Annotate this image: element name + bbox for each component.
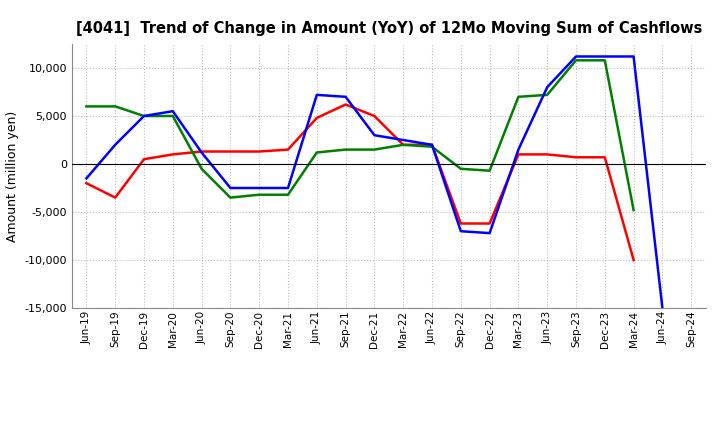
Operating Cashflow: [572, 154, 580, 160]
Investing Cashflow: [226, 195, 235, 200]
Investing Cashflow: [341, 147, 350, 152]
Operating Cashflow: [456, 221, 465, 226]
Free Cashflow: [111, 142, 120, 147]
Operating Cashflow: [168, 152, 177, 157]
Free Cashflow: [629, 54, 638, 59]
Investing Cashflow: [485, 168, 494, 173]
Line: Free Cashflow: Free Cashflow: [86, 56, 662, 308]
Free Cashflow: [456, 228, 465, 234]
Free Cashflow: [658, 305, 667, 311]
Investing Cashflow: [140, 114, 148, 119]
Free Cashflow: [341, 94, 350, 99]
Free Cashflow: [370, 132, 379, 138]
Investing Cashflow: [370, 147, 379, 152]
Free Cashflow: [255, 185, 264, 191]
Operating Cashflow: [82, 180, 91, 186]
Operating Cashflow: [428, 142, 436, 147]
Operating Cashflow: [197, 149, 206, 154]
Free Cashflow: [514, 147, 523, 152]
Free Cashflow: [82, 176, 91, 181]
Operating Cashflow: [140, 157, 148, 162]
Investing Cashflow: [82, 104, 91, 109]
Free Cashflow: [543, 84, 552, 90]
Investing Cashflow: [629, 207, 638, 213]
Line: Investing Cashflow: Investing Cashflow: [86, 60, 634, 210]
Free Cashflow: [168, 109, 177, 114]
Operating Cashflow: [312, 115, 321, 121]
Investing Cashflow: [284, 192, 292, 198]
Operating Cashflow: [226, 149, 235, 154]
Operating Cashflow: [341, 102, 350, 107]
Operating Cashflow: [629, 257, 638, 263]
Free Cashflow: [312, 92, 321, 98]
Investing Cashflow: [543, 92, 552, 98]
Title: [4041]  Trend of Change in Amount (YoY) of 12Mo Moving Sum of Cashflows: [4041] Trend of Change in Amount (YoY) o…: [76, 21, 702, 36]
Free Cashflow: [572, 54, 580, 59]
Operating Cashflow: [543, 152, 552, 157]
Investing Cashflow: [168, 114, 177, 119]
Free Cashflow: [226, 185, 235, 191]
Investing Cashflow: [572, 58, 580, 63]
Operating Cashflow: [111, 195, 120, 200]
Free Cashflow: [284, 185, 292, 191]
Operating Cashflow: [600, 154, 609, 160]
Investing Cashflow: [312, 150, 321, 155]
Free Cashflow: [399, 137, 408, 143]
Y-axis label: Amount (million yen): Amount (million yen): [6, 110, 19, 242]
Operating Cashflow: [284, 147, 292, 152]
Operating Cashflow: [370, 114, 379, 119]
Free Cashflow: [600, 54, 609, 59]
Investing Cashflow: [428, 144, 436, 149]
Investing Cashflow: [514, 94, 523, 99]
Free Cashflow: [485, 231, 494, 236]
Investing Cashflow: [600, 58, 609, 63]
Operating Cashflow: [514, 152, 523, 157]
Free Cashflow: [197, 150, 206, 155]
Free Cashflow: [428, 142, 436, 147]
Line: Operating Cashflow: Operating Cashflow: [86, 104, 634, 260]
Free Cashflow: [140, 114, 148, 119]
Investing Cashflow: [399, 142, 408, 147]
Operating Cashflow: [255, 149, 264, 154]
Operating Cashflow: [399, 142, 408, 147]
Investing Cashflow: [111, 104, 120, 109]
Investing Cashflow: [456, 166, 465, 172]
Investing Cashflow: [255, 192, 264, 198]
Investing Cashflow: [197, 166, 206, 172]
Operating Cashflow: [485, 221, 494, 226]
